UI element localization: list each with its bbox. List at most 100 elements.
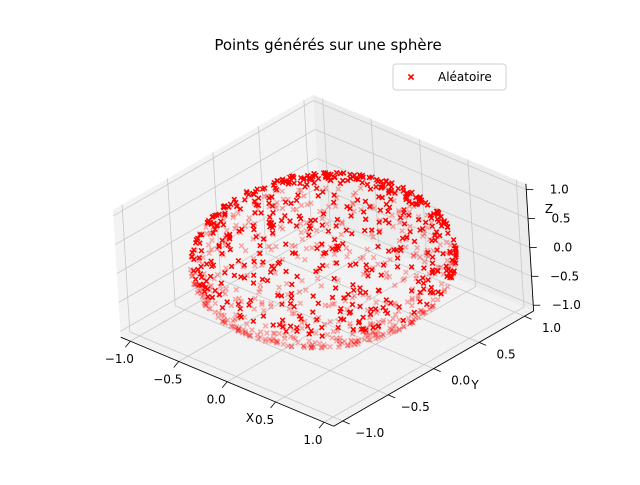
data-point [347,205,353,212]
data-point [300,193,307,199]
data-point [408,287,415,294]
data-point [333,169,340,176]
data-point [207,273,214,280]
data-point [427,289,434,296]
data-point [226,235,233,242]
data-point [288,281,295,288]
data-point [373,309,380,316]
data-point [335,344,342,350]
data-point [352,190,359,196]
data-point [388,184,395,190]
data-point [270,335,277,342]
data-point [302,183,308,190]
data-point [246,302,252,308]
data-point [392,302,399,308]
data-point [429,223,436,230]
data-point [367,332,374,338]
data-point [200,292,207,299]
data-point [270,330,277,337]
data-point [425,249,431,256]
data-point [335,243,341,249]
data-point [395,185,402,192]
data-point [313,316,320,323]
data-point [304,323,311,330]
data-point [242,247,249,254]
data-point [347,171,353,178]
z-axis-label: Z [545,202,553,216]
data-point [204,300,211,307]
data-point [409,319,416,326]
data-point [335,186,342,192]
data-point [318,283,325,289]
y-tick-mark [433,368,441,372]
data-point [297,220,304,227]
data-point [219,250,225,257]
data-point [387,196,394,203]
data-point [201,300,207,307]
data-point [362,198,369,205]
z-tick-label: 0.5 [551,212,570,226]
data-point [355,337,362,344]
data-point [366,314,373,321]
data-point [308,345,315,352]
data-point [430,303,436,309]
data-point [430,210,437,217]
data-point [190,267,197,274]
data-point [288,343,295,350]
x-tick-label: −1.0 [105,352,134,366]
data-point [287,218,293,224]
data-point [264,277,271,284]
data-point [288,295,295,302]
data-point [362,289,369,296]
data-point [369,174,375,180]
data-point [313,227,320,234]
data-point [375,287,382,294]
data-point [257,286,263,293]
data-point [208,258,214,265]
data-point [262,338,269,345]
data-point [415,293,422,300]
data-point [267,300,274,307]
data-point [252,262,258,269]
data-point [231,196,238,203]
data-point [343,245,350,251]
data-point [318,324,325,331]
data-point [308,344,315,350]
data-point [241,262,248,269]
data-point [219,237,226,244]
data-point [336,341,343,348]
y-tick-label: −0.5 [401,400,430,414]
data-point [417,254,423,261]
data-point [353,338,360,345]
data-point [421,230,428,237]
data-point [203,278,210,285]
data-point [296,289,303,295]
data-point [196,255,203,261]
data-point [366,203,373,210]
data-point [385,248,392,254]
data-point [283,280,290,287]
data-point [257,282,264,288]
data-point [344,177,351,184]
data-point [264,330,270,336]
data-point [276,330,283,337]
z-tick-label: −0.5 [550,269,579,283]
data-point [250,222,257,229]
data-point [350,201,357,207]
data-point [331,236,338,243]
data-point [387,256,393,263]
data-point [375,323,382,329]
data-point [325,302,332,309]
data-point [310,293,317,299]
data-point [306,338,312,344]
data-point [401,275,408,282]
data-point [215,314,221,320]
axis-lines [120,183,541,429]
data-point [408,319,414,325]
data-point [255,202,262,209]
data-point [362,332,369,338]
data-point [370,324,377,331]
data-point [391,197,397,204]
data-point [294,273,300,280]
data-point [299,277,305,284]
